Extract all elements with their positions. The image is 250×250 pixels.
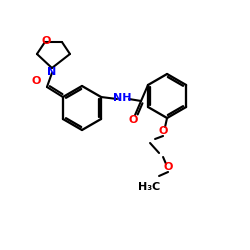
Text: O: O [31,76,41,86]
Text: H₃C: H₃C [138,182,160,192]
Text: NH: NH [113,93,131,103]
Text: O: O [128,115,138,125]
Text: N: N [47,67,56,77]
Text: O: O [163,162,173,172]
Text: O: O [42,36,51,46]
Text: O: O [158,126,168,136]
